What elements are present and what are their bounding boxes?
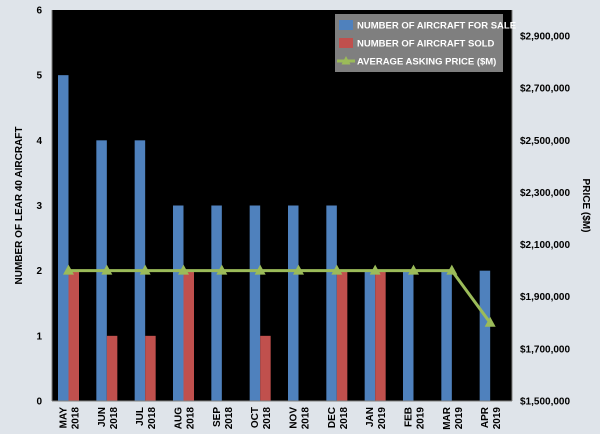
bar-for-sale [211, 205, 222, 401]
bar-for-sale [249, 205, 261, 401]
price-line [68, 269, 492, 324]
y2-tick-label: $2,700,000 [520, 84, 570, 95]
x-tick-year: 2018 [147, 407, 158, 430]
x-tick-month: MAR [442, 406, 453, 430]
y-tick-label: 6 [36, 6, 42, 17]
legend-label: AVERAGE ASKING PRICE ($M) [357, 57, 496, 68]
price-point [369, 264, 381, 275]
x-tick-year: 2018 [301, 407, 312, 430]
y2-tick-label: $2,900,000 [520, 32, 570, 43]
bar-for-sale [58, 75, 69, 402]
bar-sold [68, 270, 79, 401]
bar-for-sale [288, 205, 299, 401]
bar-for-sale [173, 205, 184, 401]
y-tick-label: 0 [36, 397, 42, 408]
x-tick-month: MAY [59, 407, 70, 429]
x-tick-month: NOV [289, 407, 300, 429]
plot-area [52, 10, 512, 401]
x-tick-year: 2018 [262, 407, 273, 430]
price-point [216, 264, 228, 275]
y-axis-title: NUMBER OF LEAR 40 AIRCRAFT [14, 127, 25, 285]
bar-sold [145, 335, 156, 401]
bar-sold [260, 335, 271, 401]
x-tick-month: FEB [404, 407, 415, 427]
x-tick-month: JUN [97, 407, 108, 427]
price-point [63, 264, 74, 275]
legend: NUMBER OF AIRCRAFT FOR SALE NUMBER OF AIR… [335, 14, 516, 72]
price-point [446, 264, 458, 275]
legend-swatch [339, 20, 353, 30]
x-tick-year: 2019 [416, 407, 427, 430]
y-tick-label: 1 [36, 331, 42, 342]
y-tick-label: 2 [36, 266, 42, 277]
bar-sold [336, 270, 348, 401]
bar-for-sale [403, 270, 414, 401]
x-tick-year: 2018 [224, 407, 235, 430]
y2-tick-label: $2,500,000 [520, 136, 570, 147]
y2-tick-label: $2,300,000 [520, 188, 570, 199]
y-tick-label: 4 [36, 136, 42, 147]
y-tick-label: 3 [36, 201, 42, 212]
legend-label: NUMBER OF AIRCRAFT FOR SALE [357, 21, 516, 32]
bar-for-sale [326, 205, 337, 401]
legend-box [335, 14, 503, 72]
legend-marker [341, 56, 351, 65]
price-point [331, 264, 343, 275]
bar-sold [375, 270, 386, 401]
y2-tick-label: $1,700,000 [520, 344, 570, 355]
x-tick-year: 2019 [377, 407, 388, 430]
legend-swatch [339, 38, 353, 48]
x-tick-month: SEP [212, 407, 223, 427]
price-point [408, 264, 419, 275]
x-tick-year: 2019 [492, 407, 503, 430]
price-point [178, 264, 189, 275]
x-tick-year: 2019 [454, 407, 465, 430]
legend-label: NUMBER OF AIRCRAFT SOLD [357, 39, 495, 50]
y-tick-label: 5 [36, 71, 42, 82]
y2-axis-title: PRICE ($M) [580, 179, 591, 233]
bar-for-sale [441, 270, 452, 401]
price-point [293, 264, 304, 275]
bar-for-sale [479, 270, 491, 401]
bar-sold [106, 335, 118, 401]
x-tick-month: AUG [174, 407, 185, 429]
bar-sold [183, 270, 194, 401]
x-tick-year: 2018 [109, 407, 120, 430]
x-tick-year: 2018 [71, 407, 82, 430]
y2-tick-label: $1,500,000 [520, 397, 570, 408]
y2-tick-label: $1,900,000 [520, 292, 570, 303]
bar-for-sale [364, 270, 376, 401]
x-tick-month: DEC [327, 407, 338, 428]
x-tick-month: JUL [135, 407, 146, 426]
price-point [139, 264, 151, 275]
x-tick-month: JAN [365, 407, 376, 427]
price-point [101, 264, 113, 275]
y2-tick-label: $2,100,000 [520, 240, 570, 251]
x-tick-year: 2018 [186, 407, 197, 430]
x-tick-month: OCT [250, 407, 261, 428]
price-point [254, 264, 266, 275]
x-tick-year: 2018 [339, 407, 350, 430]
x-tick-month: APR [480, 406, 491, 428]
price-point [484, 316, 496, 327]
